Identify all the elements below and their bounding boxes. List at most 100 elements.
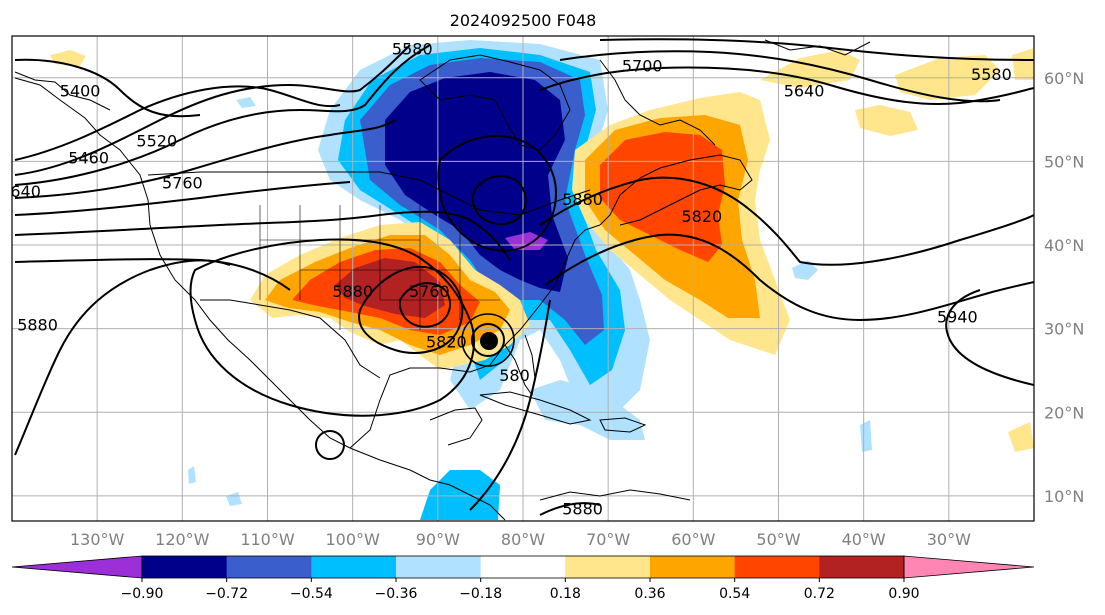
map-frame [11,35,1035,522]
neg-anomaly-small-4 [188,466,196,484]
contour-5580 [14,44,431,186]
colorbar-bin [311,556,397,578]
lon-label: 70°W [586,530,630,549]
pos-anomaly-ne-3 [855,105,918,136]
contour-5820-gulf [358,265,464,354]
lat-label: 60°N [1044,69,1084,88]
lon-label: 80°W [501,530,545,549]
coastline-hispaniola [599,417,647,433]
contour-5460 [14,85,341,161]
lat-label: 20°N [1044,403,1084,422]
colorbar-tick-label: 0.72 [804,586,835,602]
contour-label: 5880 [562,500,603,519]
contour-florida-low-inner [461,313,515,367]
pos-anomaly-se [1008,422,1034,452]
neg-anomaly-small-3 [226,492,242,506]
contour-label: 5640 [784,82,825,101]
lat-label: 30°N [1044,320,1084,339]
coastline-central-america [349,447,506,521]
colorbar-bin [396,556,482,578]
contour-label: 5460 [68,148,109,167]
colorbar-outline [141,555,905,579]
colorbar-bin [480,556,566,578]
contour-5580-east [599,38,1034,61]
coastline-north-america-west [14,77,351,449]
contour-florida-low [471,323,505,357]
lat-label: 40°N [1044,236,1084,255]
contour-label: 5760 [162,174,203,193]
latitude-labels: 60°N 50°N 40°N 30°N 20°N 10°N [1044,69,1084,506]
contour-5640 [14,119,396,199]
colorbar-bin [650,556,736,578]
colorbar-tick-label: 0.90 [888,586,919,602]
map-gridlines [12,36,1034,521]
colorbar-tick-label: 0.36 [634,586,665,602]
contour-low-trough [437,135,557,252]
contour-5880-gulf [189,238,476,417]
contour-5940 [945,289,1034,386]
map-panel: 5580 5700 5640 5580 5400 5520 5460 5640 5760 5880… [0,36,1034,521]
colorbar-tick-label: −0.90 [121,586,164,602]
colorbar-bin [819,556,905,578]
neg-anomaly-caribbean [530,380,645,440]
contour-label: 5880 [17,316,58,335]
lon-label: 90°W [416,530,460,549]
coastline-alaska [14,71,111,111]
contour-5880-east [544,233,1034,322]
colorbar-tick-label: −0.18 [459,586,502,602]
colorbar-extend-max [903,555,1035,579]
colorbar-tick-label: −0.72 [205,586,248,602]
colorbar-tick-label: 0.54 [719,586,750,602]
longitude-labels: 130°W 120°W 110°W 100°W 90°W 80°W 70°W 60°W 50°W… [70,530,971,549]
contour-5520 [14,44,411,176]
contour-label: 580 [499,366,530,385]
contour-label: 5880 [332,282,373,301]
contour-label: 5580 [392,40,433,59]
colorbar-bin [734,556,820,578]
contour-label: 5760 [409,282,450,301]
lon-label: 100°W [325,530,380,549]
pos-anomaly-ne-1 [760,50,860,88]
contour-label: 5580 [971,65,1012,84]
lon-label: 50°W [756,530,800,549]
contour-5760 [14,210,511,261]
contour-central-america-low [315,430,345,460]
coastlines [14,39,871,521]
neg-anomaly-small-2 [860,420,872,452]
colorbar-tick-label: 0.18 [550,586,581,602]
contour-5880-west [14,259,231,456]
lon-label: 130°W [70,530,125,549]
neg-anomaly-small-1 [792,260,818,280]
height-contours [14,38,1034,516]
contour-label: 5700 [622,56,663,75]
colorbar-extend-min [11,555,143,579]
colorbar-bin [565,556,651,578]
anomaly-shading [50,40,1034,520]
lon-label: 40°W [842,530,886,549]
pos-anomaly-072-us [335,258,445,318]
contour-5700-west [14,181,351,216]
contour-5700-east [539,66,1034,105]
contour-label: 5520 [136,132,177,151]
contour-labels: 5580 5700 5640 5580 5400 5520 5460 5640 5760 5880… [0,40,1012,519]
colorbar-tick-label: −0.36 [375,586,418,602]
pos-anomaly-ne-4 [1012,48,1034,80]
contour-5880-sa [539,502,601,516]
contour-5640-east [559,50,1001,103]
lat-label: 50°N [1044,152,1084,171]
contour-label: 5940 [937,307,978,326]
contour-label: 5640 [0,182,41,201]
contour-label: 5880 [562,190,603,209]
colorbar-bin [226,556,312,578]
border-us-mexico [200,299,381,379]
lat-label: 10°N [1044,487,1084,506]
neg-anomaly-small-5 [236,97,256,108]
coastline-yucatan [429,407,483,446]
contour-5760-gulf [398,282,452,328]
border-us-canada [147,171,591,216]
coastline-gulf [349,224,601,449]
lon-label: 110°W [240,530,295,549]
coastline-labrador [599,59,716,146]
map-title: 2024092500 F048 [450,11,597,30]
